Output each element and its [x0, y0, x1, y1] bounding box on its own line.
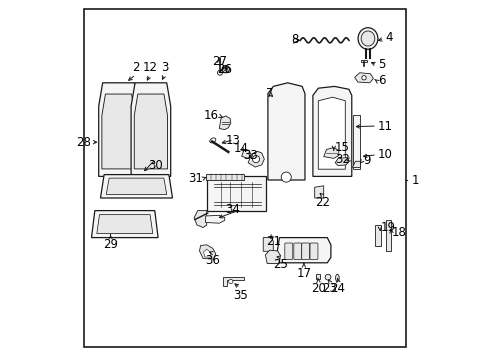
Text: 12: 12 — [142, 61, 157, 74]
Ellipse shape — [361, 31, 374, 46]
Circle shape — [252, 156, 259, 163]
Text: 4: 4 — [384, 31, 391, 44]
Polygon shape — [219, 116, 230, 130]
Text: 7: 7 — [265, 87, 273, 100]
Polygon shape — [101, 175, 172, 198]
Text: 9: 9 — [363, 154, 370, 167]
Polygon shape — [99, 83, 138, 176]
Text: 22: 22 — [315, 196, 330, 209]
Text: 19: 19 — [380, 221, 395, 234]
Bar — [360, 60, 366, 62]
Bar — [84, 9, 406, 347]
FancyBboxPatch shape — [301, 243, 309, 260]
Text: 20: 20 — [310, 282, 325, 294]
Circle shape — [361, 76, 366, 80]
Polygon shape — [134, 94, 167, 169]
Text: 21: 21 — [266, 235, 281, 248]
Polygon shape — [203, 249, 210, 257]
Circle shape — [281, 172, 291, 182]
Polygon shape — [267, 83, 305, 180]
Text: 28: 28 — [76, 136, 91, 149]
Polygon shape — [312, 86, 351, 176]
Text: 8: 8 — [291, 33, 298, 46]
Text: 25: 25 — [272, 258, 287, 271]
Text: 15: 15 — [334, 141, 348, 154]
Circle shape — [228, 279, 232, 284]
Polygon shape — [205, 215, 224, 223]
Polygon shape — [205, 174, 244, 180]
Polygon shape — [91, 211, 158, 238]
Polygon shape — [102, 94, 135, 169]
Text: 24: 24 — [330, 282, 345, 294]
Circle shape — [325, 274, 330, 280]
Text: 27: 27 — [211, 55, 226, 68]
Circle shape — [224, 67, 227, 71]
Text: 2: 2 — [132, 61, 139, 74]
Text: 10: 10 — [377, 148, 392, 161]
Polygon shape — [199, 245, 215, 259]
Polygon shape — [223, 277, 244, 286]
Text: 3: 3 — [161, 61, 168, 74]
Polygon shape — [318, 97, 345, 169]
Polygon shape — [131, 83, 170, 176]
Text: 5: 5 — [377, 58, 384, 71]
Polygon shape — [385, 220, 390, 251]
FancyBboxPatch shape — [284, 243, 292, 260]
Text: 33: 33 — [243, 149, 258, 162]
Text: 34: 34 — [225, 203, 240, 216]
Text: 35: 35 — [232, 289, 247, 302]
Polygon shape — [352, 161, 360, 167]
Ellipse shape — [209, 138, 215, 143]
Polygon shape — [97, 215, 152, 234]
Text: 16: 16 — [203, 109, 218, 122]
Polygon shape — [323, 148, 338, 158]
Polygon shape — [354, 73, 373, 83]
Polygon shape — [315, 274, 320, 279]
Text: 23: 23 — [321, 282, 336, 294]
Polygon shape — [352, 115, 359, 169]
Polygon shape — [335, 158, 348, 166]
Circle shape — [217, 70, 222, 75]
Text: 14: 14 — [233, 142, 248, 155]
Text: 6: 6 — [377, 75, 385, 87]
Ellipse shape — [335, 274, 339, 282]
Polygon shape — [241, 150, 250, 158]
Text: 36: 36 — [205, 254, 220, 267]
Polygon shape — [276, 238, 330, 263]
Text: 32: 32 — [334, 153, 349, 166]
Polygon shape — [106, 178, 166, 194]
Text: 1: 1 — [411, 174, 419, 186]
FancyBboxPatch shape — [309, 243, 317, 260]
Text: 31: 31 — [188, 172, 203, 185]
Polygon shape — [374, 225, 381, 246]
Text: 18: 18 — [391, 226, 406, 239]
Text: 29: 29 — [103, 238, 118, 251]
Polygon shape — [194, 211, 206, 228]
Ellipse shape — [357, 28, 377, 49]
Text: 11: 11 — [377, 120, 392, 132]
Polygon shape — [247, 151, 264, 167]
Polygon shape — [206, 176, 265, 211]
Polygon shape — [265, 250, 280, 264]
Polygon shape — [263, 238, 273, 251]
FancyBboxPatch shape — [293, 243, 301, 260]
Text: 13: 13 — [225, 134, 240, 147]
Text: 30: 30 — [148, 159, 163, 172]
Polygon shape — [314, 186, 323, 198]
Text: 26: 26 — [217, 63, 232, 76]
Circle shape — [222, 66, 229, 73]
Text: 17: 17 — [296, 267, 311, 280]
